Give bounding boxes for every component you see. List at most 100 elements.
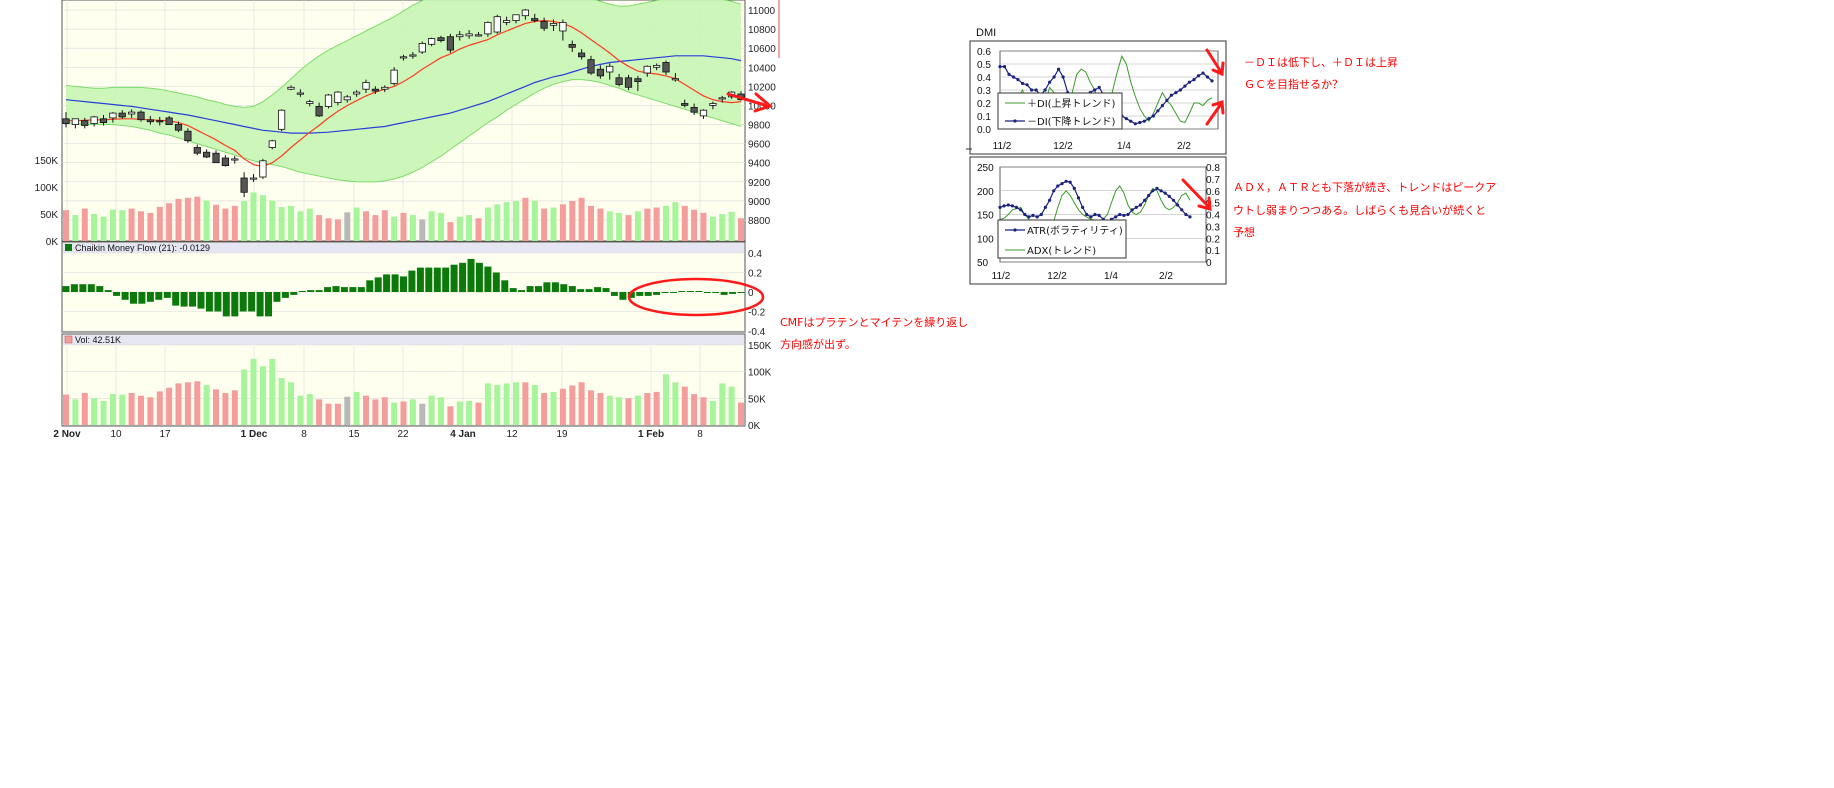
volume-overlay-bar bbox=[653, 207, 660, 241]
volume-overlay-bar bbox=[663, 205, 669, 241]
cmf-bar bbox=[113, 292, 121, 296]
cmf-bar bbox=[509, 288, 517, 292]
volume-overlay-bar bbox=[494, 204, 501, 241]
volume-bar bbox=[634, 395, 641, 425]
cmf-bar bbox=[391, 274, 399, 292]
volume-overlay-bar bbox=[531, 200, 538, 241]
volume-bar bbox=[278, 378, 285, 425]
atr-point bbox=[1039, 212, 1043, 217]
cmf-bar bbox=[610, 292, 618, 296]
atr-point bbox=[1134, 205, 1138, 209]
cmf-bar bbox=[163, 292, 171, 298]
volume-bar bbox=[203, 385, 210, 425]
price-tick-label: 10200 bbox=[748, 82, 776, 93]
bollinger-upper-line bbox=[65, 0, 742, 108]
volume-bar bbox=[466, 401, 473, 425]
candle bbox=[681, 99, 689, 108]
cmf-bar bbox=[298, 291, 306, 292]
date-axis-labels: 2 Nov 10 17 1 Dec 8 15 22 4 Jan 12 19 1 Feb 8 bbox=[53, 429, 703, 440]
cmf-bar bbox=[281, 292, 289, 298]
volume-bar bbox=[297, 395, 304, 425]
volume-overlay-bar bbox=[259, 195, 266, 241]
cmf-bar bbox=[79, 284, 87, 292]
volume-bar bbox=[625, 398, 632, 425]
volume-overlay-bar bbox=[644, 208, 651, 241]
volume-overlay-bar bbox=[428, 211, 435, 241]
atr-point bbox=[1184, 212, 1188, 217]
volume-overlay-bar bbox=[597, 208, 604, 241]
candle bbox=[193, 144, 201, 156]
cmf-bar bbox=[222, 292, 230, 317]
dmi-y-tick-label: 0.6 bbox=[977, 47, 991, 58]
volume-bar bbox=[325, 403, 332, 425]
price-tick-label: 9600 bbox=[748, 140, 771, 151]
candle-body bbox=[287, 86, 295, 90]
candle-body bbox=[596, 68, 605, 77]
candle bbox=[399, 54, 408, 61]
candle-body bbox=[296, 92, 305, 95]
price-tick-label: 9200 bbox=[748, 178, 771, 189]
atr-point bbox=[1010, 204, 1015, 208]
dmi-minus-point bbox=[1133, 122, 1137, 126]
dmi-minus-point bbox=[1138, 120, 1142, 125]
volume-bar bbox=[72, 399, 79, 425]
volume-bar bbox=[663, 374, 669, 425]
volume-bar bbox=[381, 397, 388, 425]
atr-right-tick-label: 0.1 bbox=[1206, 246, 1220, 257]
dmi-minus-point bbox=[1156, 109, 1160, 113]
volume-overlay-bar bbox=[541, 208, 548, 241]
volume-bar bbox=[475, 402, 482, 425]
cmf-bar bbox=[720, 292, 728, 295]
cmf-bar bbox=[560, 284, 568, 292]
volume-overlay-bar bbox=[513, 201, 519, 241]
dmi-minus-point bbox=[1097, 85, 1101, 89]
candle-body bbox=[568, 44, 576, 48]
volume-overlay-bar bbox=[119, 210, 126, 241]
candle bbox=[127, 109, 136, 118]
cmf-tick-label: 0.4 bbox=[748, 249, 762, 260]
volume-overlay-bar bbox=[72, 215, 79, 241]
candle-body bbox=[624, 77, 633, 88]
atr-annotation-line-2: ウトし弱まりつつある。しばらくも見合いが続くと bbox=[1233, 203, 1486, 217]
candle-body bbox=[653, 65, 661, 68]
candle bbox=[146, 115, 154, 125]
candle bbox=[231, 156, 239, 164]
candle-body bbox=[493, 16, 501, 33]
volume-overlay-bar bbox=[138, 211, 144, 241]
candle-body bbox=[156, 120, 164, 123]
volume-overlay-bar bbox=[419, 219, 426, 241]
atr-axis-ticks: 250 200 150 100 50 0.80.70.60.50.40.30.20.10 1… bbox=[977, 163, 1220, 282]
candle bbox=[184, 128, 192, 143]
dmi-minus-point bbox=[998, 65, 1002, 69]
candle bbox=[521, 9, 530, 20]
dmi-panel: DMI 0.60.50.40.30.20.10.011/2 12/2 1/4 2/2 … bbox=[969, 27, 1227, 155]
dmi-minus-point bbox=[1187, 80, 1191, 84]
atr-point bbox=[1151, 189, 1155, 193]
cmf-bar bbox=[670, 292, 677, 293]
candle bbox=[606, 63, 614, 80]
candle-body bbox=[381, 86, 389, 90]
volume-overlay-bar bbox=[334, 219, 341, 241]
cmf-bars bbox=[62, 258, 745, 317]
candle-body bbox=[484, 21, 492, 35]
candle-body bbox=[81, 120, 89, 126]
dmi-axis-ticks: 0.6 0.5 0.4 0.3 0.2 0.1 0.011/2 12/2 1/4 2/2 bbox=[977, 47, 1191, 152]
candle bbox=[437, 35, 445, 43]
cmf-tick-label: -0.2 bbox=[748, 308, 766, 319]
candle-body bbox=[671, 78, 680, 81]
candle bbox=[512, 14, 520, 24]
price-tick-label: 9800 bbox=[748, 121, 771, 132]
atr-point bbox=[1089, 215, 1093, 219]
volume-overlay-bar bbox=[184, 197, 191, 241]
cmf-bar bbox=[703, 292, 711, 293]
candle bbox=[371, 86, 380, 94]
price-tick-label: 11000 bbox=[748, 6, 776, 17]
cmf-bar bbox=[729, 292, 737, 294]
atr-right-tick-label: 0.2 bbox=[1206, 234, 1220, 245]
cmf-bar bbox=[661, 292, 669, 293]
atr-right-tick-label: 0.4 bbox=[1206, 211, 1220, 222]
candle bbox=[690, 103, 698, 115]
candle-body bbox=[699, 109, 708, 117]
volume-overlay-bar bbox=[288, 205, 294, 241]
